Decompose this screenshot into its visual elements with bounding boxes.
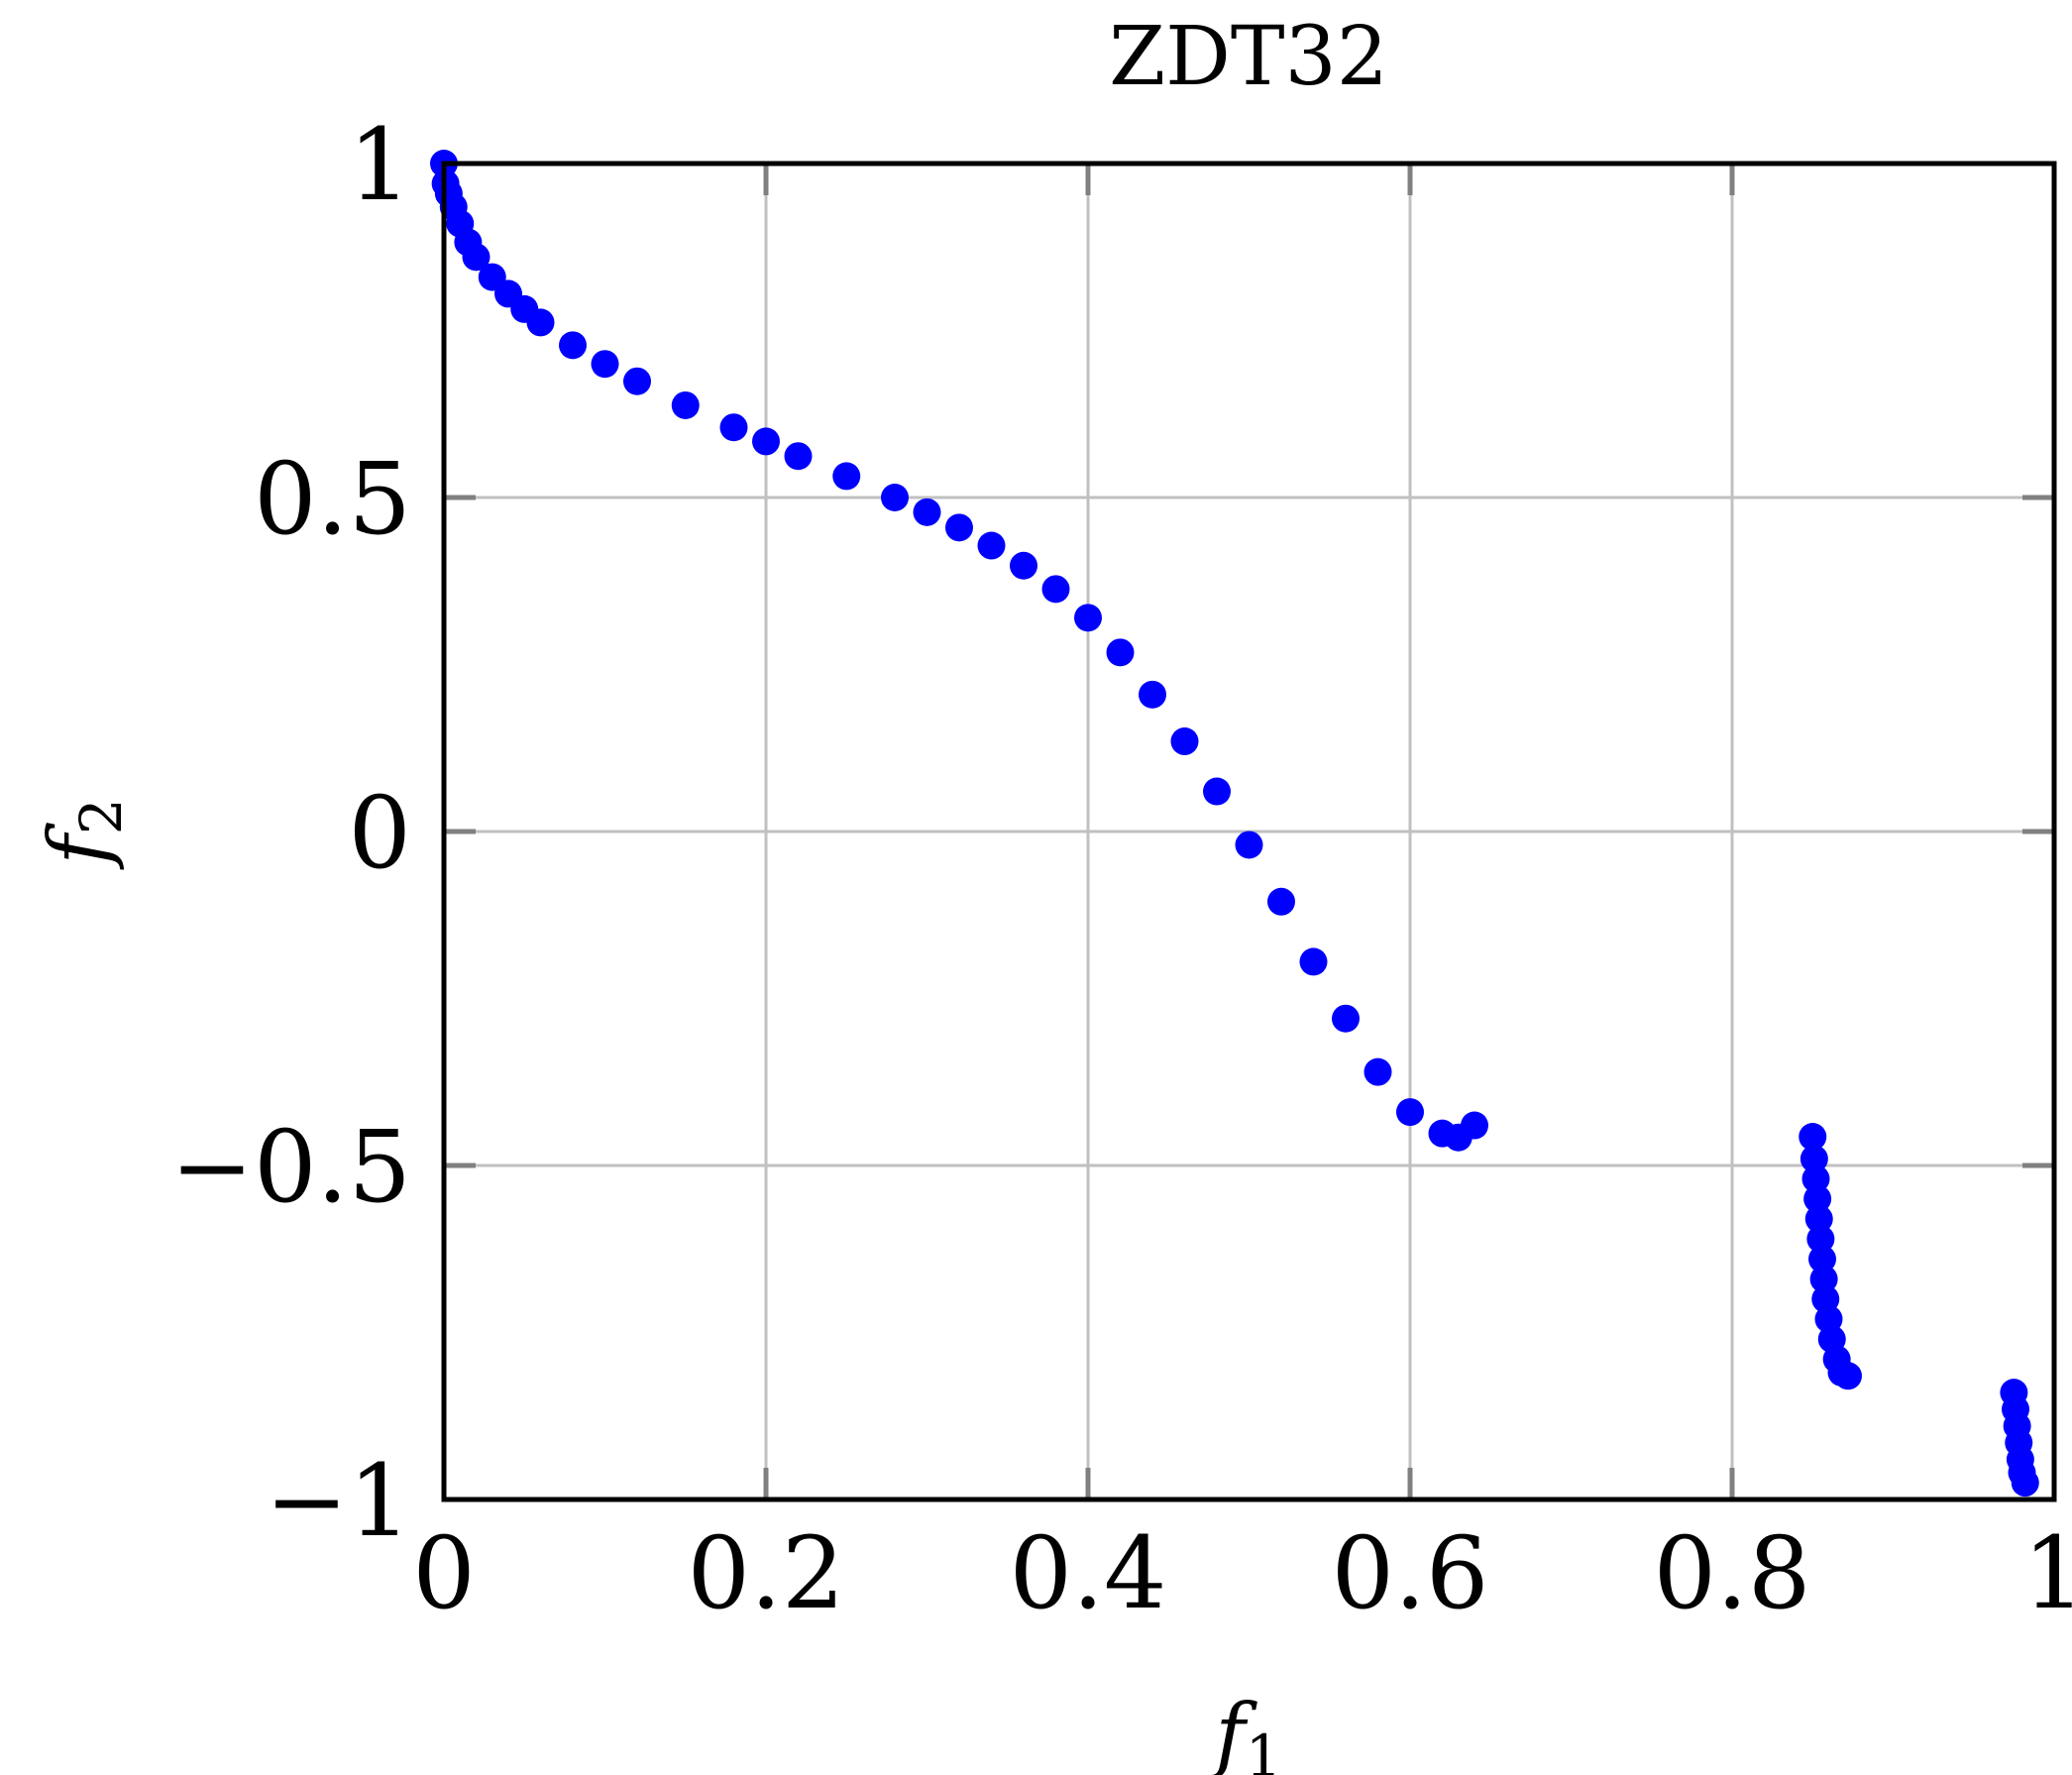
x-tick-label: 0.6: [1331, 1515, 1488, 1631]
data-point: [1170, 727, 1199, 756]
x-tick-label: 0.2: [687, 1515, 844, 1631]
x-tick-label: 1: [2022, 1515, 2072, 1631]
data-point: [832, 462, 861, 491]
data-point: [1799, 1145, 1828, 1173]
data-point: [1235, 831, 1263, 859]
y-tick-label: −1: [266, 1443, 411, 1559]
data-point: [1363, 1057, 1392, 1086]
data-point: [881, 484, 909, 511]
data-point: [1808, 1245, 1836, 1274]
data-point: [1801, 1165, 1830, 1193]
data-point: [977, 531, 1006, 560]
data-point: [1804, 1204, 1833, 1233]
data-point: [1803, 1184, 1832, 1213]
x-tick-labels: 0 0.2 0.4 0.6 0.8 1: [412, 1515, 2072, 1631]
data-point: [1041, 575, 1070, 604]
data-point: [1799, 1123, 1827, 1152]
data-point: [1396, 1098, 1424, 1127]
data-point: [1806, 1225, 1835, 1254]
data-points: [430, 150, 2039, 1498]
y-tick-label: 1: [348, 107, 411, 223]
data-point: [913, 498, 941, 526]
data-point: [1106, 638, 1135, 667]
x-tick-label: 0: [412, 1515, 476, 1631]
data-point: [1074, 604, 1102, 632]
data-point: [752, 427, 780, 456]
data-point: [526, 308, 555, 337]
data-point: [623, 367, 651, 395]
chart-title: ZDT32: [1109, 10, 1388, 104]
data-point: [2011, 1469, 2039, 1498]
data-point: [719, 413, 748, 442]
data-point: [559, 331, 587, 360]
y-tick-labels: −1 −0.5 0 0.5 1: [170, 107, 411, 1559]
x-tick-label: 0.8: [1653, 1515, 1810, 1631]
data-point: [1332, 1004, 1360, 1033]
x-tick-label: 0.4: [1009, 1515, 1166, 1631]
y-tick-label: −0.5: [170, 1109, 411, 1225]
data-point: [1834, 1362, 1862, 1390]
data-point: [1267, 887, 1295, 916]
data-point: [1139, 680, 1166, 709]
data-point: [591, 350, 619, 379]
data-point: [784, 442, 813, 471]
data-point: [1203, 777, 1231, 806]
data-point: [671, 390, 700, 419]
data-point: [945, 513, 973, 542]
data-point: [1010, 551, 1037, 580]
plot-frame: [441, 161, 2057, 1502]
y-tick-label: 0: [348, 775, 411, 891]
data-point: [1461, 1111, 1488, 1140]
data-point: [1299, 947, 1328, 976]
y-tick-label: 0.5: [254, 441, 411, 557]
data-point: [462, 243, 491, 272]
data-point: [1809, 1265, 1838, 1293]
y-axis-label: f2: [33, 798, 135, 870]
